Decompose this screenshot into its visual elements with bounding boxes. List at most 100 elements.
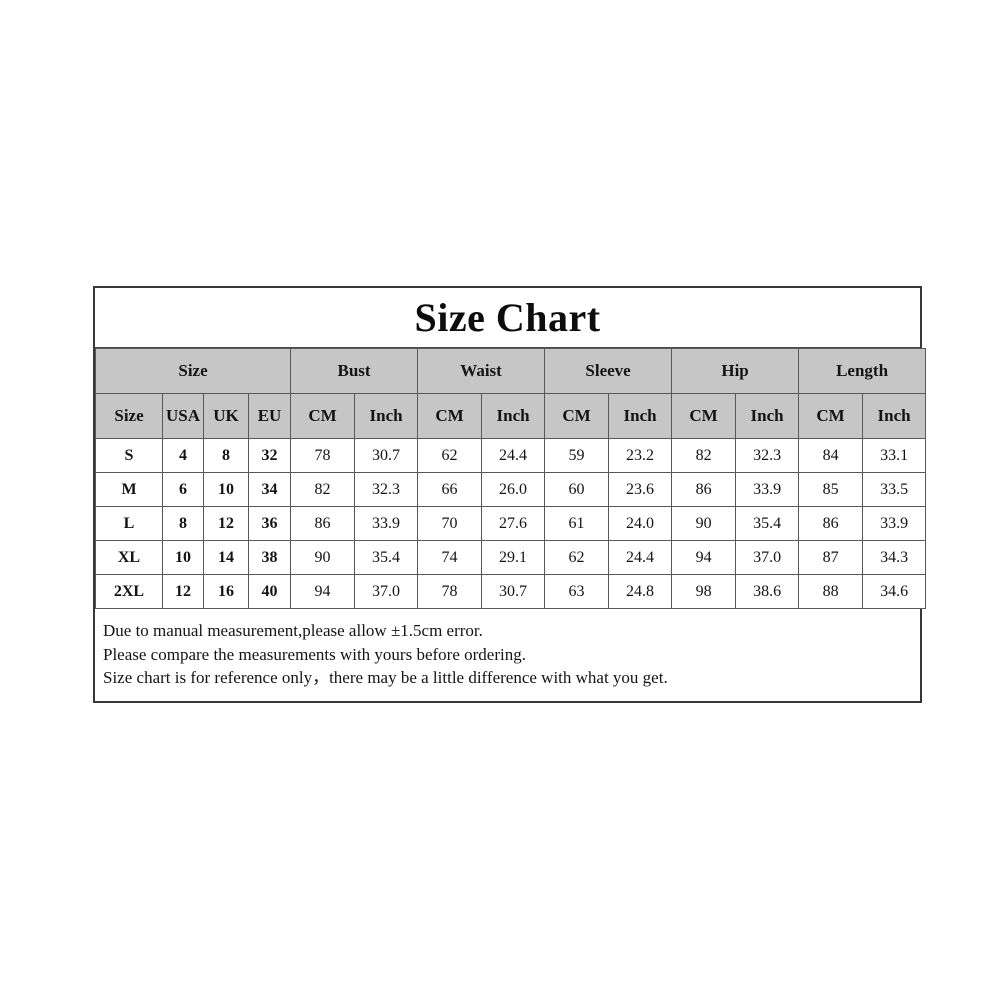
value-cell: 82	[290, 472, 356, 507]
value-cell: 87	[798, 540, 864, 575]
column-header-cm: CM	[544, 393, 610, 439]
table-row: M 6 10 34 82 32.3 66 26.0 60 23.6 86 33.9 85 33.5	[95, 472, 927, 507]
size-label-cell: XL	[95, 540, 163, 575]
value-cell: 16	[203, 574, 249, 609]
table-body: S 4 8 32 78 30.7 62 24.4 59 23.2 82 32.3 84 33.1 M 6 10 3…	[95, 438, 927, 609]
value-cell: 40	[247, 574, 292, 609]
column-header-cm: CM	[798, 393, 864, 439]
column-header-size: Size	[95, 393, 163, 439]
value-cell: 32.3	[354, 472, 419, 507]
value-cell: 14	[203, 540, 249, 575]
note-line: Please compare the measurements with you…	[103, 644, 526, 664]
column-header-uk: UK	[203, 393, 249, 439]
value-cell: 37.0	[735, 540, 800, 575]
value-cell: 10	[203, 472, 249, 507]
value-cell: 86	[290, 506, 356, 541]
value-cell: 38	[247, 540, 292, 575]
value-cell: 35.4	[735, 506, 800, 541]
value-cell: 35.4	[354, 540, 419, 575]
value-cell: 24.4	[481, 438, 546, 473]
value-cell: 30.7	[354, 438, 419, 473]
value-cell: 8	[203, 438, 249, 473]
value-cell: 82	[671, 438, 737, 473]
value-cell: 10	[162, 540, 204, 575]
column-group-hip: Hip	[671, 348, 800, 394]
column-header-inch: Inch	[354, 393, 419, 439]
value-cell: 62	[544, 540, 610, 575]
value-cell: 23.2	[608, 438, 673, 473]
column-header-inch: Inch	[608, 393, 673, 439]
value-cell: 32.3	[735, 438, 800, 473]
value-cell: 36	[247, 506, 292, 541]
value-cell: 24.8	[608, 574, 673, 609]
value-cell: 29.1	[481, 540, 546, 575]
value-cell: 84	[798, 438, 864, 473]
value-cell: 34.3	[862, 540, 927, 575]
size-label-cell: S	[95, 438, 163, 473]
value-cell: 33.5	[862, 472, 927, 507]
value-cell: 12	[162, 574, 204, 609]
size-label-cell: 2XL	[95, 574, 163, 609]
size-table: Size Bust Waist Sleeve Hip Length Size USA UK EU…	[94, 348, 927, 609]
value-cell: 34	[247, 472, 292, 507]
value-cell: 33.9	[354, 506, 419, 541]
value-cell: 98	[671, 574, 737, 609]
size-label-cell: M	[95, 472, 163, 507]
note-line: Due to manual measurement,please allow ±…	[103, 621, 483, 640]
table-row: 2XL 12 16 40 94 37.0 78 30.7 63 24.8 98 38.6 88 34.6	[95, 574, 927, 609]
table-row: L 8 12 36 86 33.9 70 27.6 61 24.0 90 35.4 86 33.9	[95, 506, 927, 541]
value-cell: 33.1	[862, 438, 927, 473]
column-group-waist: Waist	[417, 348, 546, 394]
table-row: XL 10 14 38 90 35.4 74 29.1 62 24.4 94 37.0 87 34.3	[95, 540, 927, 575]
notes: Due to manual measurement,please allow ±…	[95, 609, 920, 701]
column-group-size: Size	[94, 348, 292, 394]
value-cell: 66	[417, 472, 483, 507]
value-cell: 4	[162, 438, 204, 473]
size-chart-panel: Size Chart Size Bust Waist Sleeve Hip Length …	[93, 286, 927, 703]
size-label-cell: L	[95, 506, 163, 541]
value-cell: 24.4	[608, 540, 673, 575]
sub-header-row: Size USA UK EU CM Inch CM Inch CM Inch CM Inch CM Inc…	[95, 393, 927, 439]
value-cell: 74	[417, 540, 483, 575]
value-cell: 38.6	[735, 574, 800, 609]
header-group-row: Size Bust Waist Sleeve Hip Length	[94, 348, 927, 394]
value-cell: 12	[203, 506, 249, 541]
value-cell: 70	[417, 506, 483, 541]
table-row: S 4 8 32 78 30.7 62 24.4 59 23.2 82 32.3 84 33.1	[95, 438, 927, 473]
value-cell: 32	[247, 438, 292, 473]
column-header-inch: Inch	[735, 393, 800, 439]
value-cell: 78	[417, 574, 483, 609]
column-header-eu: EU	[247, 393, 292, 439]
value-cell: 85	[798, 472, 864, 507]
value-cell: 34.6	[862, 574, 927, 609]
value-cell: 94	[290, 574, 356, 609]
column-group-length: Length	[798, 348, 927, 394]
column-group-sleeve: Sleeve	[544, 348, 673, 394]
column-header-inch: Inch	[862, 393, 927, 439]
value-cell: 23.6	[608, 472, 673, 507]
value-cell: 33.9	[862, 506, 927, 541]
value-cell: 63	[544, 574, 610, 609]
column-header-cm: CM	[417, 393, 483, 439]
value-cell: 86	[671, 472, 737, 507]
value-cell: 94	[671, 540, 737, 575]
column-header-usa: USA	[162, 393, 204, 439]
value-cell: 6	[162, 472, 204, 507]
column-header-cm: CM	[290, 393, 356, 439]
column-header-inch: Inch	[481, 393, 546, 439]
column-header-cm: CM	[671, 393, 737, 439]
value-cell: 26.0	[481, 472, 546, 507]
value-cell: 86	[798, 506, 864, 541]
value-cell: 33.9	[735, 472, 800, 507]
column-group-bust: Bust	[290, 348, 419, 394]
value-cell: 61	[544, 506, 610, 541]
value-cell: 59	[544, 438, 610, 473]
value-cell: 62	[417, 438, 483, 473]
note-line: Size chart is for reference only，there m…	[103, 668, 668, 687]
value-cell: 78	[290, 438, 356, 473]
value-cell: 37.0	[354, 574, 419, 609]
value-cell: 90	[671, 506, 737, 541]
page-title: Size Chart	[95, 288, 920, 348]
value-cell: 27.6	[481, 506, 546, 541]
value-cell: 8	[162, 506, 204, 541]
